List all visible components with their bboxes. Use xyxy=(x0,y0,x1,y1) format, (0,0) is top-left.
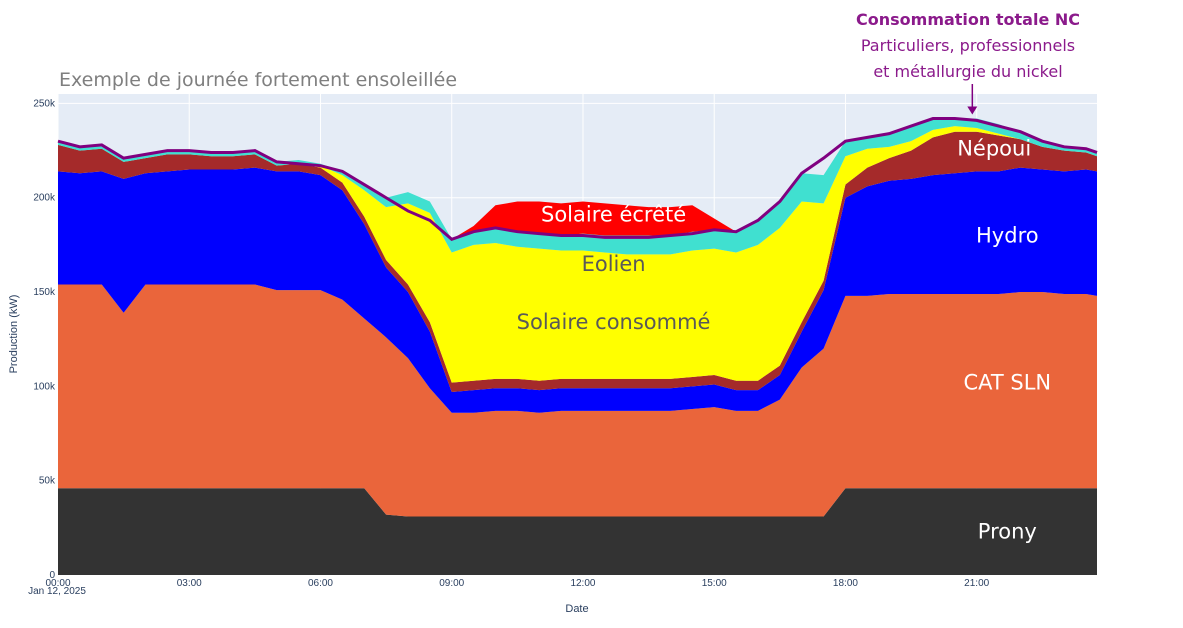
x-tick-label: 21:00 xyxy=(964,578,989,589)
area-label: Eolien xyxy=(582,252,646,276)
area-label: Solaire consommé xyxy=(517,310,711,334)
area-label: Solaire écrêté xyxy=(541,203,686,227)
x-tick-label: 09:00 xyxy=(439,578,464,589)
y-tick-label: 50k xyxy=(39,476,56,487)
annotation-line-1: Particuliers, professionnels xyxy=(861,36,1075,55)
annotation-line-2: et métallurgie du nickel xyxy=(873,62,1062,81)
area-solaire-consomme xyxy=(58,126,1097,383)
annotation-title: Consommation totale NC xyxy=(856,10,1080,29)
y-axis-label: Production (kW) xyxy=(8,295,20,374)
x-tick-label: 12:00 xyxy=(570,578,595,589)
y-tick-label: 100k xyxy=(33,381,56,392)
x-axis-label: Date xyxy=(565,603,588,615)
x-date-label: Jan 12, 2025 xyxy=(28,586,86,597)
ticks: 0 50k 100k 150k 200k 250k 00:00 03:00 06:00 09:00… xyxy=(33,98,989,589)
x-tick-label: 03:00 xyxy=(177,578,202,589)
area-label: CAT SLN xyxy=(963,371,1051,395)
total-consumption-line xyxy=(57,117,1098,241)
area-hydro xyxy=(58,167,1097,413)
area-prony xyxy=(58,488,1097,575)
x-tick-label: 18:00 xyxy=(833,578,858,589)
y-tick-label: 250k xyxy=(33,98,56,109)
area-solaire-ecrete xyxy=(58,118,1097,240)
area-labels: Solaire écrêté Eolien Solaire consommé Népo… xyxy=(517,137,1051,544)
area-label: Hydro xyxy=(976,223,1039,247)
y-tick-label: 150k xyxy=(33,287,56,298)
areas xyxy=(58,118,1097,575)
area-nepoui xyxy=(58,131,1097,393)
area-eolien xyxy=(58,118,1097,255)
y-tick-label: 200k xyxy=(33,193,56,204)
area-cat-sln xyxy=(58,284,1097,517)
area-label: Népoui xyxy=(957,137,1031,161)
area-label: Prony xyxy=(978,520,1037,544)
total-line-group xyxy=(57,84,1098,241)
x-tick-label: 06:00 xyxy=(308,578,333,589)
x-tick-label: 15:00 xyxy=(702,578,727,589)
annotation-arrow-head xyxy=(967,106,978,115)
x-tick-label: 00:00 xyxy=(45,578,70,589)
y-tick-label: 0 xyxy=(49,570,55,581)
annotation: Consommation totale NC Particuliers, pro… xyxy=(856,10,1080,81)
chart-title: Exemple de journée fortement ensoleillée xyxy=(59,69,457,91)
